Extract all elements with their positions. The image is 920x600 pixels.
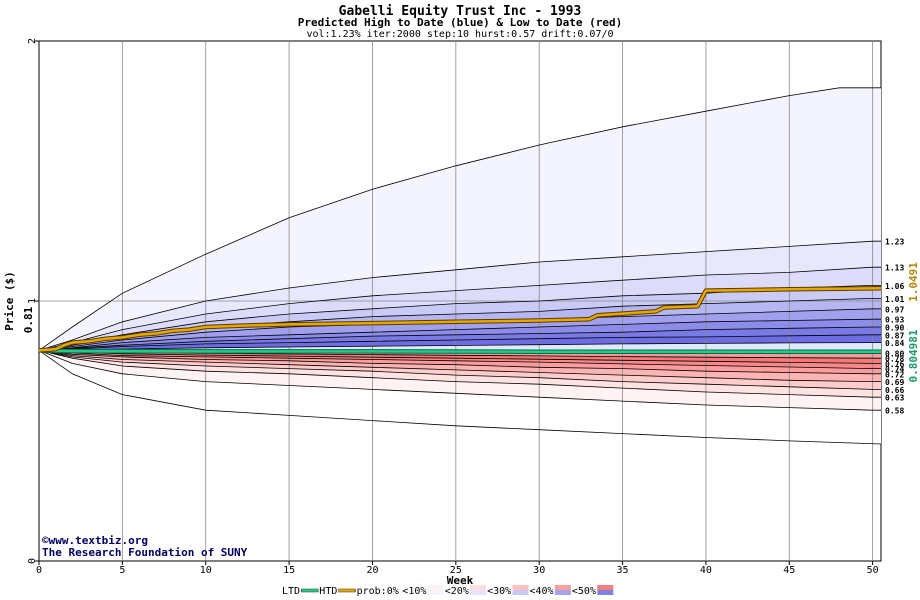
- low-band-line-6: [38, 350, 881, 370]
- low-band-label-5: 0.72: [885, 370, 904, 379]
- legend-swatch-hi-7: [597, 590, 614, 595]
- legend-swatch-0: [301, 588, 319, 593]
- legend-label-3: <10%: [402, 586, 426, 597]
- high-band-line-0: [38, 87, 881, 351]
- watermark-line1: ©www.textbiz.org: [42, 534, 148, 547]
- x-tick-label-30: 30: [533, 565, 545, 576]
- low-band-label-8: 0.78: [885, 355, 904, 364]
- low-band-line-3: [38, 350, 881, 390]
- htd-end-label: 1.0491: [907, 262, 920, 302]
- series-layer: [38, 286, 882, 354]
- x-tick-label-50: 50: [867, 565, 879, 576]
- x-tick-label-35: 35: [617, 565, 629, 576]
- legend-swatch-lo-4: [470, 585, 487, 590]
- legend-swatch-hi-4: [470, 590, 487, 595]
- x-tick-label-40: 40: [700, 565, 712, 576]
- start-value-label: 0.81: [22, 306, 35, 333]
- x-tick-label-10: 10: [200, 565, 212, 576]
- low-band-line-0: [38, 350, 882, 445]
- chart-subtitle: Predicted High to Date (blue) & Low to D…: [298, 16, 623, 29]
- legend-swatch-hi-3: [427, 590, 444, 595]
- ltd-end-label: 0.804981: [907, 329, 920, 382]
- high-band-line-6: [38, 318, 881, 351]
- band-labels-layer: 1.23 1.13 1.06 1.010.97 0.930.900.870.84 0.58…: [885, 238, 904, 416]
- htd-line: [38, 287, 882, 352]
- high-band-label-7: 0.90: [885, 324, 904, 333]
- high-band-line-8: [38, 334, 881, 351]
- legend-swatch-hi-5: [512, 590, 529, 595]
- legend-label-0: LTD: [282, 586, 300, 597]
- ltd-line: [38, 349, 881, 353]
- legend-swatch-lo-5: [512, 585, 529, 590]
- x-tick-label-15: 15: [283, 565, 295, 576]
- high-band-label-6: 0.93: [885, 316, 904, 325]
- chart-params: vol:1.23% iter:2000 step:10 hurst:0.57 d…: [306, 29, 613, 40]
- legend: LTD HTD prob:0% <10% <20% <30% <40% <50%: [282, 585, 614, 597]
- legend-label-1: HTD: [319, 586, 337, 597]
- legend-swatch-lo-6: [554, 585, 571, 590]
- legend-label-2: prob:0%: [357, 586, 399, 597]
- low-band-line-2: [38, 350, 881, 398]
- y-tick-label-2: 2: [27, 38, 38, 44]
- legend-label-5: <30%: [487, 586, 511, 597]
- y-tick-label-1: 1: [27, 298, 38, 304]
- high-band-9: [39, 342, 881, 351]
- high-band-label-5: 0.97: [885, 305, 904, 314]
- high-band-label-1: 1.23: [885, 238, 904, 247]
- low-band-line-7: [38, 350, 881, 364]
- x-tick-label-0: 0: [36, 565, 42, 576]
- low-band-label-4: 0.69: [885, 378, 904, 387]
- low-band-label-9: 0.80: [885, 350, 904, 359]
- low-band-line-1: [38, 350, 881, 411]
- legend-label-7: <50%: [572, 586, 596, 597]
- x-tick-label-5: 5: [119, 565, 125, 576]
- high-band-label-4: 1.01: [885, 295, 904, 304]
- low-band-label-2: 0.63: [885, 394, 904, 403]
- x-tick-label-25: 25: [450, 565, 462, 576]
- high-band-label-9: 0.84: [885, 339, 904, 348]
- low-band-label-7: 0.76: [885, 360, 904, 369]
- x-tick-label-20: 20: [366, 565, 378, 576]
- high-band-line-1: [38, 240, 881, 351]
- legend-swatch-1: [338, 588, 356, 593]
- y-tick-label-0: 0: [27, 558, 38, 564]
- axes-layer: 0 5 10 15 20 25 30 35 40 45 50 0 1 2: [27, 38, 879, 576]
- legend-label-4: <20%: [445, 586, 469, 597]
- high-band-label-8: 0.87: [885, 331, 904, 340]
- high-band-label-2: 1.13: [885, 264, 904, 273]
- low-band-line-4: [38, 350, 881, 383]
- low-band-label-1: 0.58: [885, 407, 904, 416]
- low-band-line-5: [38, 350, 881, 375]
- high-band-line-2: [38, 266, 881, 351]
- x-axis-label: Week: [447, 574, 474, 587]
- y-axis-label: Price ($): [3, 271, 16, 331]
- high-band-line-7: [38, 326, 881, 351]
- legend-swatch-hi-6: [554, 590, 571, 595]
- chart-title: Gabelli Equity Trust Inc - 1993: [339, 4, 582, 19]
- legend-swatch-lo-7: [597, 585, 614, 590]
- low-band-label-6: 0.74: [885, 365, 904, 374]
- x-tick-label-45: 45: [783, 565, 795, 576]
- low-band-label-3: 0.66: [885, 386, 904, 395]
- legend-swatch-lo-3: [427, 585, 444, 590]
- watermark-line2: The Research Foundation of SUNY: [42, 546, 248, 559]
- high-band-label-3: 1.06: [885, 282, 904, 291]
- band-lines-layer: [38, 87, 882, 445]
- legend-label-6: <40%: [530, 586, 554, 597]
